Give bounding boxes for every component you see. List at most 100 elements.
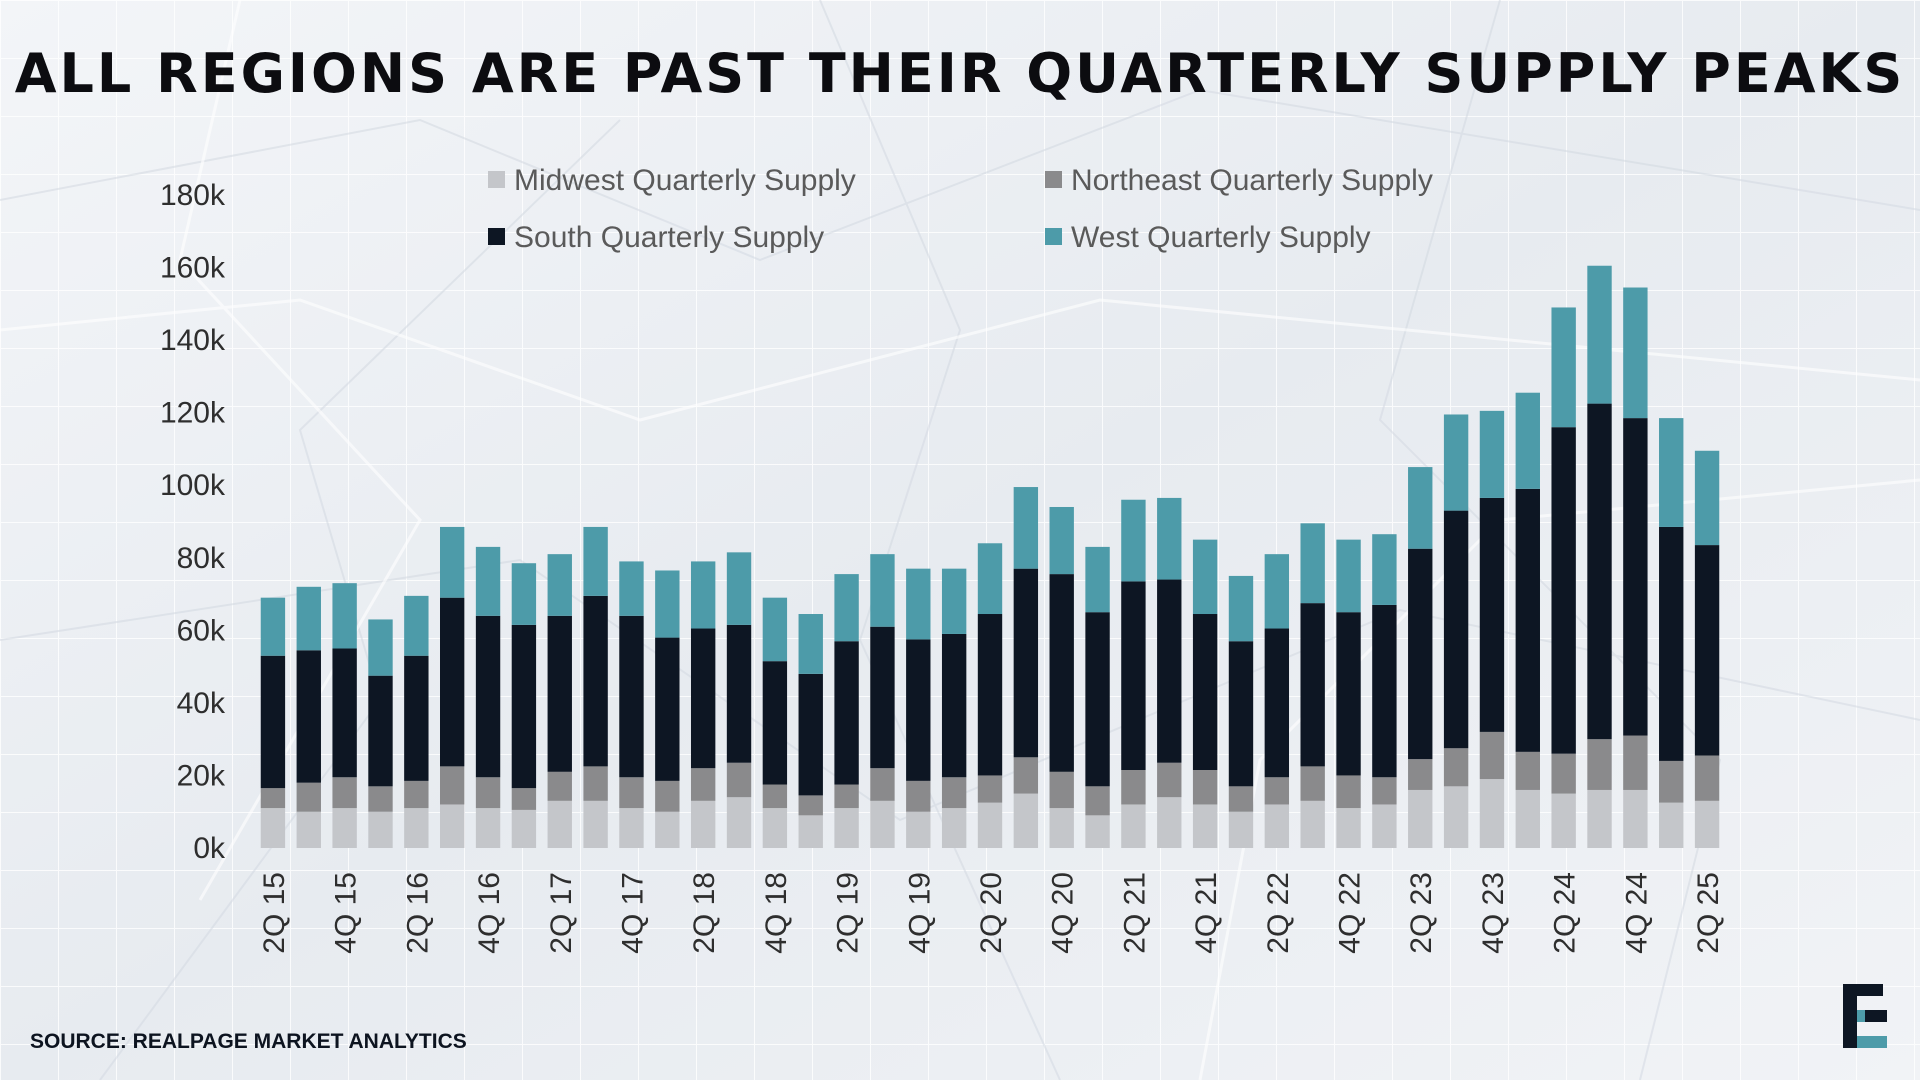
bar-northeast-segment (260, 788, 286, 809)
bar-south-segment (475, 615, 501, 778)
bar-northeast-segment (1336, 775, 1361, 809)
bar-stack (1300, 523, 1325, 848)
bar-stack (296, 586, 321, 848)
bar-stack (798, 614, 823, 848)
legend-label-south: South Quarterly Supply (514, 221, 824, 254)
bar-west-segment (404, 595, 429, 656)
legend-swatch-midwest (488, 171, 505, 188)
bar-south-segment (1408, 548, 1433, 760)
bar-midwest-segment (1085, 815, 1110, 848)
bar-northeast-segment (440, 766, 465, 805)
bar-west-segment (798, 614, 823, 674)
bar-west-segment (1336, 539, 1361, 613)
x-tick-label: 4Q 22 (1334, 872, 1367, 954)
bar-midwest-segment (511, 809, 537, 848)
bar-south-segment (1085, 612, 1110, 787)
bar-northeast-segment (870, 768, 895, 801)
bar-stack (332, 583, 357, 848)
bar-stack (977, 543, 1003, 848)
bar-west-segment (332, 583, 357, 649)
bar-west-segment (1372, 534, 1397, 605)
bar-midwest-segment (1659, 802, 1684, 848)
bar-stack (1623, 287, 1648, 848)
bar-west-segment (726, 552, 752, 625)
bar-stack (655, 570, 680, 848)
bar-stack (583, 526, 608, 848)
bar-south-segment (440, 597, 465, 767)
bar-northeast-segment (296, 782, 321, 812)
bar-stack (368, 619, 393, 848)
bar-midwest-segment (1121, 804, 1146, 848)
bar-west-segment (1443, 414, 1469, 511)
bar-south-segment (1300, 603, 1325, 767)
x-tick-label: 4Q 21 (1190, 872, 1223, 954)
bar-west-segment (619, 561, 644, 616)
bar-stack (941, 568, 967, 848)
bar-stack (1264, 554, 1290, 848)
bar-stack (834, 574, 859, 848)
y-tick-label: 60k (177, 614, 226, 647)
bar-south-segment (332, 648, 357, 778)
bar-west-segment (1479, 410, 1505, 498)
y-tick-label: 20k (177, 759, 226, 792)
bar-south-segment (977, 614, 1003, 776)
bar-stack (1013, 487, 1039, 848)
bar-midwest-segment (1157, 797, 1182, 848)
x-tick-label: 2Q 18 (688, 872, 721, 954)
bar-south-segment (798, 673, 823, 796)
bar-south-segment (368, 675, 393, 787)
bar-northeast-segment (1300, 766, 1325, 801)
bar-stack (511, 563, 537, 848)
bars (260, 265, 1720, 848)
bar-midwest-segment (1479, 779, 1505, 848)
bar-south-segment (1479, 497, 1505, 732)
bar-midwest-segment (870, 800, 895, 848)
bar-northeast-segment (726, 762, 752, 798)
bar-midwest-segment (1408, 789, 1433, 848)
bar-south-segment (1049, 574, 1074, 772)
x-tick-label: 4Q 18 (760, 872, 793, 954)
bar-south-segment (1443, 510, 1469, 749)
bar-stack (1085, 546, 1110, 848)
bar-stack (762, 597, 788, 848)
bar-south-segment (511, 624, 537, 789)
bar-south-segment (260, 655, 286, 789)
bar-west-segment (870, 554, 895, 627)
bar-south-segment (619, 615, 644, 778)
bar-south-segment (1157, 579, 1182, 763)
bar-midwest-segment (1336, 808, 1361, 848)
bar-south-segment (1372, 604, 1397, 778)
x-axis: 2Q 15 4Q 15 2Q 16 4Q 16 2Q 17 4Q 17 2Q 18 4Q 18… (258, 872, 1725, 954)
bar-south-segment (1336, 612, 1361, 776)
bar-northeast-segment (368, 786, 393, 812)
bar-midwest-segment (1372, 804, 1397, 848)
bar-west-segment (368, 619, 393, 676)
bar-midwest-segment (834, 808, 859, 848)
x-tick-label: 2Q 21 (1118, 872, 1151, 954)
bar-south-segment (1228, 641, 1254, 787)
bar-midwest-segment (1300, 800, 1325, 848)
bar-west-segment (1157, 497, 1182, 580)
bar-stack (440, 526, 465, 848)
bar-midwest-segment (1049, 808, 1074, 848)
bar-northeast-segment (977, 775, 1003, 803)
bar-south-segment (296, 650, 321, 783)
bar-stack (1157, 497, 1182, 848)
bar-northeast-segment (834, 784, 859, 809)
bar-midwest-segment (619, 808, 644, 848)
bar-south-segment (1264, 628, 1290, 778)
bar-stack (1121, 499, 1146, 848)
bar-northeast-segment (1121, 770, 1146, 805)
y-tick-label: 180k (160, 179, 226, 212)
bar-midwest-segment (1623, 789, 1648, 848)
bar-northeast-segment (1264, 777, 1290, 805)
bar-south-segment (655, 637, 680, 781)
bar-northeast-segment (1157, 762, 1182, 798)
x-tick-label: 2Q 23 (1405, 872, 1438, 954)
bar-midwest-segment (1551, 793, 1576, 848)
page-title: ALL REGIONS ARE PAST THEIR QUARTERLY SUP… (14, 42, 1906, 105)
y-tick-label: 0k (193, 832, 226, 865)
x-tick-label: 4Q 16 (473, 872, 506, 954)
bar-west-segment (1121, 499, 1146, 582)
